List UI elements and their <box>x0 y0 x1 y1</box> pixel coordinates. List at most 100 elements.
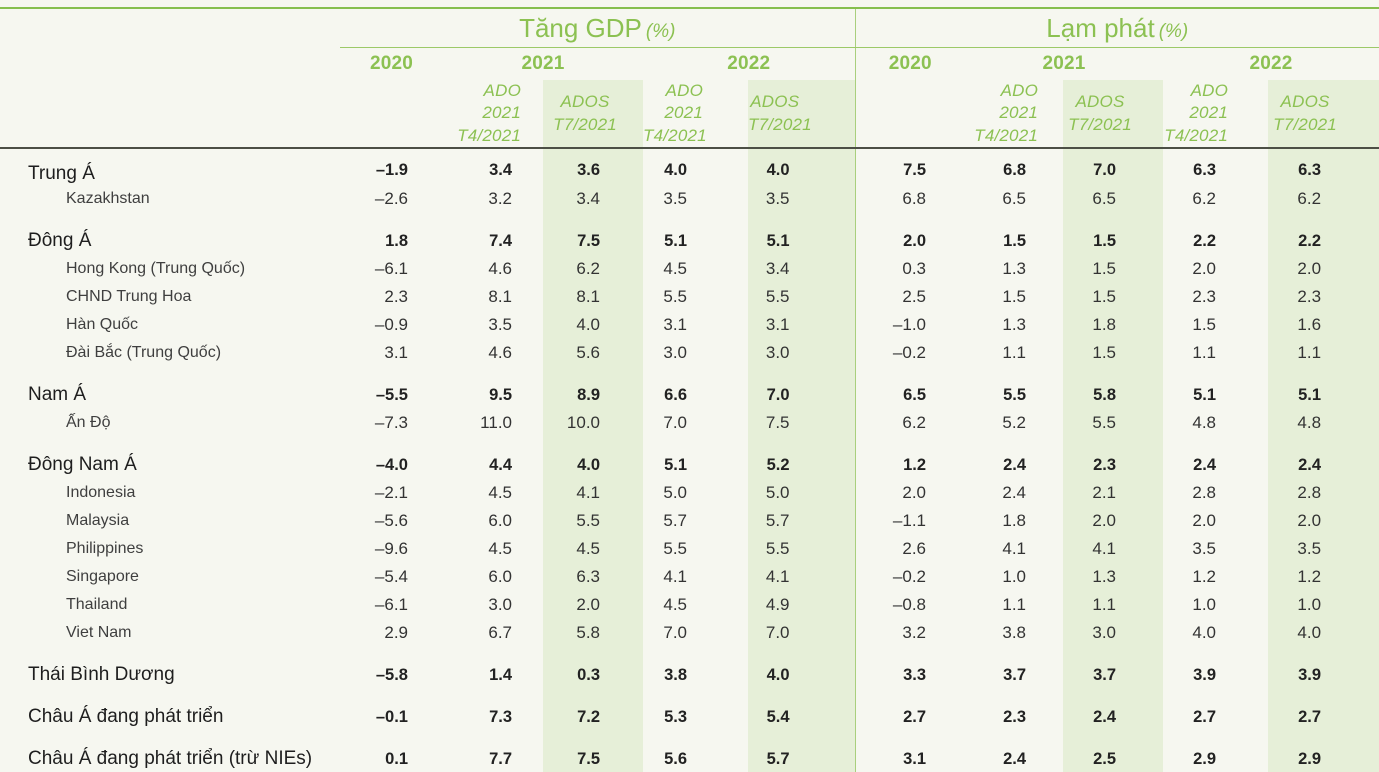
value-cell: –5.4 <box>374 567 408 587</box>
value-cell: 2.7 <box>1268 689 1379 732</box>
value-cell: –0.9 <box>374 315 408 335</box>
value-cell: 4.4 <box>489 455 512 474</box>
value-cell: 3.5 <box>1192 539 1217 559</box>
value-cell: 5.1 <box>748 213 856 256</box>
row-label: Viet Nam <box>66 624 132 642</box>
table-row: Châu Á đang phát triển –0.1 7.3 7.2 5.3 … <box>0 689 1379 732</box>
table-row: Ấn Độ –7.3 11.0 10.0 7.0 7.5 6.2 5.2 5.5… <box>0 409 1379 438</box>
value-cell: 7.5 <box>903 160 927 179</box>
value-cell: 3.1 <box>384 343 408 363</box>
value-cell: 7.4 <box>489 231 512 250</box>
value-cell: –4.0 <box>375 455 408 474</box>
row-label: CHND Trung Hoa <box>66 288 192 306</box>
year-header-inf-2020: 2020 <box>888 53 932 74</box>
value-cell: 0.3 <box>902 259 927 279</box>
value-cell: 1.5 <box>1063 255 1164 284</box>
value-cell: 4.8 <box>1192 413 1217 433</box>
spacer-cell <box>0 80 340 150</box>
value-cell: 1.5 <box>1003 231 1027 250</box>
value-cell: 1.4 <box>489 665 512 684</box>
value-cell: 2.8 <box>1268 479 1379 508</box>
value-cell: 4.1 <box>663 567 687 587</box>
value-cell: 4.6 <box>488 343 512 363</box>
value-cell: 1.5 <box>1192 315 1217 335</box>
value-cell: 4.0 <box>1192 623 1217 643</box>
value-cell: 1.5 <box>1063 283 1164 312</box>
value-cell: 1.1 <box>1063 591 1164 620</box>
value-cell: 7.5 <box>543 213 643 256</box>
row-label: Nam Á <box>28 384 87 406</box>
value-cell: 5.3 <box>664 707 687 726</box>
value-cell: 3.1 <box>748 311 856 340</box>
value-cell: 6.5 <box>1002 189 1027 209</box>
value-cell: 3.4 <box>748 255 856 284</box>
value-cell: 1.1 <box>1002 595 1027 615</box>
value-cell: 7.5 <box>543 731 643 772</box>
row-label: Malaysia <box>66 512 130 530</box>
table-row: Philippines –9.6 4.5 4.5 5.5 5.5 2.6 4.1… <box>0 535 1379 564</box>
value-cell: 6.0 <box>488 511 512 531</box>
row-label: Indonesia <box>66 484 136 502</box>
value-cell: 7.0 <box>663 623 687 643</box>
year-header-gdp-2021: 2021 <box>521 53 565 74</box>
table-row: Châu Á đang phát triển (trừ NIEs) 0.1 7.… <box>0 731 1379 772</box>
value-cell: 4.1 <box>543 479 643 508</box>
value-cell: 4.5 <box>543 535 643 564</box>
value-cell: 2.5 <box>1063 731 1164 772</box>
value-cell: 1.1 <box>1002 343 1027 363</box>
value-cell: 5.0 <box>748 479 856 508</box>
value-cell: 3.7 <box>1003 665 1027 684</box>
subheader-ados-inf-2022: ADOS T7/2021 <box>1268 80 1379 150</box>
table-row: Đài Bắc (Trung Quốc) 3.1 4.6 5.6 3.0 3.0… <box>0 339 1379 368</box>
row-label: Hàn Quốc <box>66 316 139 334</box>
value-cell: 5.5 <box>748 535 856 564</box>
value-cell: 6.8 <box>902 189 927 209</box>
value-cell: 6.2 <box>902 413 927 433</box>
value-cell: 1.2 <box>1192 567 1217 587</box>
value-cell: –5.5 <box>375 385 408 404</box>
value-cell: 1.5 <box>1063 213 1164 256</box>
value-cell: 5.7 <box>748 507 856 536</box>
value-cell: 3.5 <box>1268 535 1379 564</box>
value-cell: 5.4 <box>748 689 856 732</box>
value-cell: 6.5 <box>903 385 927 404</box>
spacer-cell <box>0 9 340 48</box>
value-cell: 2.0 <box>903 231 927 250</box>
table-row: Indonesia –2.1 4.5 4.1 5.0 5.0 2.0 2.4 2… <box>0 479 1379 508</box>
value-cell: –7.3 <box>374 413 408 433</box>
value-cell: 2.8 <box>1192 483 1217 503</box>
value-cell: –1.9 <box>375 160 408 179</box>
value-cell: 4.1 <box>1063 535 1164 564</box>
value-cell: 3.1 <box>663 315 687 335</box>
value-cell: –6.1 <box>374 259 408 279</box>
table-row: CHND Trung Hoa 2.3 8.1 8.1 5.5 5.5 2.5 1… <box>0 283 1379 312</box>
value-cell: 3.0 <box>663 343 687 363</box>
subheader-row: ADO 2021 T4/2021 ADOS T7/2021 ADO 2021 T4/2… <box>0 80 1379 150</box>
gdp-unit-text: (%) <box>645 20 676 42</box>
value-cell: 9.5 <box>489 385 512 404</box>
value-cell: 2.0 <box>1063 507 1164 536</box>
inflation-title-text: Lạm phát <box>1046 12 1155 43</box>
value-cell: 0.3 <box>543 647 643 690</box>
value-cell: 5.1 <box>1268 367 1379 410</box>
value-cell: 6.3 <box>1193 160 1217 179</box>
gdp-section-title: Tăng GDP (%) <box>340 9 856 48</box>
year-header-gdp-2020: 2020 <box>369 53 414 74</box>
value-cell: 1.3 <box>1002 259 1027 279</box>
top-rule <box>0 7 1379 9</box>
value-cell: 2.3 <box>1192 287 1217 307</box>
value-cell: 3.5 <box>748 185 856 214</box>
value-cell: 4.6 <box>488 259 512 279</box>
value-cell: 2.4 <box>1268 437 1379 480</box>
value-cell: –2.1 <box>374 483 408 503</box>
subheader-ados-inf-2021: ADOS T7/2021 <box>1063 80 1164 150</box>
table-row: Hàn Quốc –0.9 3.5 4.0 3.1 3.1 –1.0 1.3 1… <box>0 311 1379 340</box>
value-cell: 11.0 <box>480 413 512 433</box>
value-cell: 3.9 <box>1268 647 1379 690</box>
subheader-ados-gdp-2021: ADOS T7/2021 <box>543 80 643 150</box>
value-cell: 7.0 <box>748 619 856 648</box>
value-cell: 5.8 <box>543 619 643 648</box>
value-cell: 3.6 <box>543 148 643 186</box>
value-cell: 3.4 <box>489 160 512 179</box>
value-cell: 1.8 <box>1002 511 1027 531</box>
